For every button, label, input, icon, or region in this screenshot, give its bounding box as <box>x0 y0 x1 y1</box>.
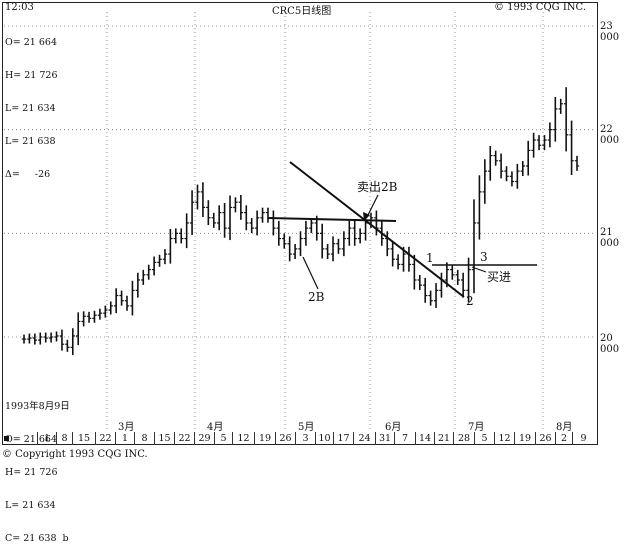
date-tick-label: 5 <box>474 432 494 445</box>
date-tick-label: 5 <box>214 432 232 445</box>
left-2b-pointer <box>302 256 319 290</box>
chart-title: CRC5日线图 <box>272 6 332 17</box>
date-tick-label: 24 <box>353 432 375 445</box>
readout-high: H= 21 726 <box>5 467 58 478</box>
ohlc-change: Δ= -26 <box>5 169 51 180</box>
footer-copyright: © Copyright 1993 CQG INC. <box>2 449 148 460</box>
date-tick-label: 9 <box>572 432 594 445</box>
ohlc-last: L= 21 638 <box>5 136 56 147</box>
y-tick-label: 23 000 <box>600 21 620 43</box>
header-copyright: © 1993 CQG INC. <box>494 2 586 13</box>
buy-label: 买进 <box>487 270 512 284</box>
date-tick-label: 1 <box>37 432 56 445</box>
month-label: 4月 <box>207 422 224 433</box>
readout-open: O= 21 664 <box>5 434 58 445</box>
resistance-line <box>267 217 397 222</box>
date-tick-label: 12 <box>232 432 254 445</box>
ohlc-low: L= 21 634 <box>5 103 56 114</box>
left-2b-label: 2B <box>308 290 325 304</box>
date-tick-label: 26 <box>535 432 555 445</box>
y-tick-label: 20 000 <box>600 333 620 355</box>
date-tick-label: 8 <box>56 432 72 445</box>
date-tick-label: 22 <box>95 432 115 445</box>
date-tick-label: 29 <box>194 432 214 445</box>
date-tick-label: 3 <box>295 432 315 445</box>
readout-low: L= 21 634 <box>5 500 56 511</box>
date-tick-label: 26 <box>275 432 295 445</box>
month-label: 5月 <box>298 422 315 433</box>
date-tick-label: 19 <box>254 432 275 445</box>
price-chart <box>4 12 596 430</box>
date-tick-label: 2 <box>555 432 572 445</box>
date-tick-label: 31 <box>375 432 394 445</box>
sell-arrowhead <box>363 212 370 221</box>
y-tick-label: 21 000 <box>600 227 620 249</box>
date-tick-label: 22 <box>174 432 194 445</box>
sell-arrow <box>366 194 379 218</box>
date-tick-label: 10 <box>315 432 333 445</box>
readout-date: 1993年8月9日 <box>5 401 70 412</box>
chart-frame <box>2 2 598 445</box>
month-label: 7月 <box>468 422 485 433</box>
month-label: 3月 <box>118 422 135 433</box>
sell-2b-label: 卖出2B <box>357 180 398 194</box>
date-tick-label: 8 <box>134 432 154 445</box>
buy-pointer <box>471 266 487 273</box>
ohlc-open: O= 21 664 <box>5 37 58 48</box>
readout-close: C= 21 638 b <box>5 533 69 544</box>
date-tick-label: 28 <box>453 432 474 445</box>
date-tick-label: 17 <box>333 432 353 445</box>
date-tick-label: 7 <box>394 432 415 445</box>
date-tick-label: 15 <box>72 432 95 445</box>
date-tick-label: 14 <box>415 432 434 445</box>
date-tick-label: 21 <box>434 432 453 445</box>
mark-2-label: 2 <box>466 294 474 308</box>
mark-1-label: 1 <box>426 251 434 265</box>
mark-3-label: 3 <box>480 250 488 264</box>
date-tick-label: 19 <box>514 432 535 445</box>
date-tick-label: 15 <box>154 432 174 445</box>
month-label: 8月 <box>556 422 573 433</box>
y-tick-label: 22 000 <box>600 124 620 146</box>
month-label: 6月 <box>385 422 402 433</box>
ohlc-readout-top: O= 21 664 H= 21 726 L= 21 634 L= 21 638 … <box>5 15 58 191</box>
clock-time: 12:03 <box>5 2 34 13</box>
downtrend-line <box>289 161 465 298</box>
ruler-start-marker <box>4 436 9 441</box>
ohlc-high: H= 21 726 <box>5 70 58 81</box>
date-tick-label: 1 <box>115 432 134 445</box>
date-tick-label: 12 <box>494 432 514 445</box>
